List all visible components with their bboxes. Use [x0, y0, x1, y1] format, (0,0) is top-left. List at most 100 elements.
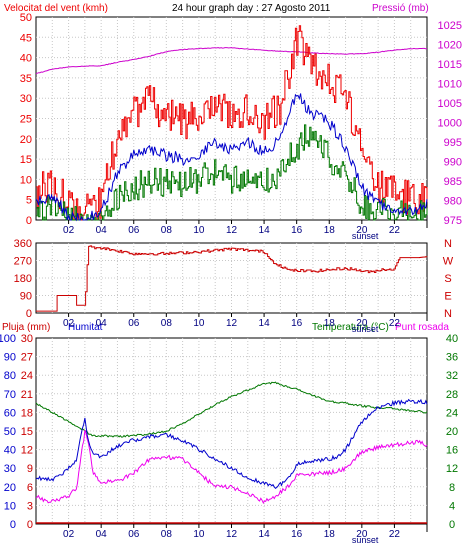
pressure-tick-label: 975: [444, 215, 462, 227]
dewpoint-line: [35, 430, 428, 504]
wind-tick-label: 45: [20, 32, 32, 44]
rain-tick-label: 0: [27, 519, 33, 531]
x-tick-label: 10: [193, 529, 205, 540]
wind-tick-label: 0: [26, 215, 32, 227]
x-tick-label: 20: [356, 318, 368, 329]
direction-tick-label: 0: [26, 308, 32, 320]
x-tick-label: 06: [128, 225, 140, 236]
rain-tick-label: 9: [27, 463, 33, 475]
humidity-tick-label: 100: [0, 333, 16, 345]
sunset-label: sunset: [352, 324, 379, 334]
pressure-tick-label: 1000: [438, 117, 462, 129]
rain-tick-label: 30: [21, 333, 33, 345]
wind-tick-label: 50: [20, 12, 32, 24]
temperature-tick-label: 40: [446, 333, 458, 345]
pressure-line: [35, 47, 428, 75]
rain-tick-label: 6: [27, 482, 33, 494]
x-tick-label: 18: [324, 529, 336, 540]
rain-axis-label: Pluja (mm): [2, 322, 50, 333]
wind-tick-label: 35: [20, 73, 32, 85]
chart-title: 24 hour graph day : 27 Agosto 2011: [172, 3, 331, 14]
x-tick-label: 04: [96, 318, 108, 329]
x-tick-label: 08: [161, 225, 173, 236]
rain-tick-label: 24: [21, 370, 33, 382]
humidity-tick-label: 30: [4, 463, 16, 475]
pressure-axis-label: Pressió (mb): [372, 3, 429, 14]
pressure-tick-label: 1020: [438, 39, 462, 51]
x-tick-label: 22: [389, 529, 401, 540]
x-tick-label: 20: [356, 225, 368, 236]
x-tick-label: 20: [356, 529, 368, 540]
pressure-tick-label: 995: [444, 137, 462, 149]
temperature-tick-label: 12: [446, 463, 458, 475]
sunset-label: sunset: [352, 231, 379, 241]
x-tick-label: 22: [389, 225, 401, 236]
wind-tick-label: 5: [26, 195, 32, 207]
direction-tick-label: 360: [14, 238, 32, 250]
rain-tick-label: 12: [21, 445, 33, 457]
temperature-tick-label: 32: [446, 370, 458, 382]
humidity-tick-label: 40: [4, 445, 16, 457]
humidity-tick-label: 90: [4, 352, 16, 364]
temperature-axis-label: Temperatura (°C): [312, 322, 389, 333]
x-tick-label: 18: [324, 318, 336, 329]
x-tick-label: 08: [161, 318, 173, 329]
direction-tick-label: 90: [20, 291, 32, 303]
humidity-axis-label: Humitat: [68, 322, 103, 333]
wind-tick-label: 20: [20, 134, 32, 146]
x-tick-label: 02: [63, 529, 75, 540]
wind-tick-label: 40: [20, 53, 32, 65]
temperature-tick-label: 4: [449, 500, 455, 512]
x-tick-label: 18: [324, 225, 336, 236]
wind-tick-label: 25: [20, 114, 32, 126]
x-tick-label: 14: [259, 225, 271, 236]
pressure-tick-label: 1015: [438, 59, 462, 71]
x-tick-label: 12: [226, 318, 238, 329]
direction-tick-label: 180: [14, 273, 32, 285]
x-tick-label: 08: [161, 529, 173, 540]
compass-tick-label: N: [444, 308, 452, 320]
wind-gust-line: [36, 25, 428, 221]
x-tick-label: 02: [63, 225, 75, 236]
pressure-tick-label: 980: [444, 195, 462, 207]
humidity-tick-label: 50: [4, 426, 16, 438]
pressure-tick-label: 985: [444, 176, 462, 188]
direction-tick-label: 270: [14, 256, 32, 268]
temperature-line: [35, 381, 428, 438]
x-tick-label: 02: [63, 318, 75, 329]
x-tick-label: 12: [226, 529, 238, 540]
wind-average-line: [35, 93, 428, 222]
temperature-tick-label: 28: [446, 389, 458, 401]
x-tick-label: 04: [96, 225, 108, 236]
rain-tick-label: 18: [21, 407, 33, 419]
rain-tick-label: 3: [27, 500, 33, 512]
x-tick-label: 16: [291, 318, 303, 329]
wind-tick-label: 10: [20, 174, 32, 186]
temperature-tick-label: 36: [446, 352, 458, 364]
x-tick-label: 06: [128, 529, 140, 540]
x-tick-label: 22: [389, 318, 401, 329]
x-tick-label: 10: [193, 318, 205, 329]
pressure-tick-label: 990: [444, 156, 462, 168]
wind-tick-label: 30: [20, 93, 32, 105]
pressure-tick-label: 1025: [438, 20, 462, 32]
rain-tick-label: 27: [21, 352, 33, 364]
humidity-tick-label: 20: [4, 482, 16, 494]
temperature-tick-label: 24: [446, 407, 458, 419]
dewpoint-axis-label: Punt rosada: [395, 322, 449, 333]
wind-direction-line: [36, 245, 428, 312]
x-tick-label: 16: [291, 225, 303, 236]
x-tick-label: 12: [226, 225, 238, 236]
compass-tick-label: E: [444, 291, 451, 303]
rain-tick-label: 21: [21, 389, 33, 401]
wind-tick-label: 15: [20, 154, 32, 166]
compass-tick-label: W: [443, 256, 454, 268]
wind-axis-label: Velocitat del vent (kmh): [4, 3, 108, 14]
x-tick-label: 06: [128, 318, 140, 329]
pressure-tick-label: 1010: [438, 78, 462, 90]
humidity-tick-label: 10: [4, 500, 16, 512]
x-tick-label: 16: [291, 529, 303, 540]
temperature-tick-label: 16: [446, 445, 458, 457]
wind-low-line: [36, 124, 428, 221]
